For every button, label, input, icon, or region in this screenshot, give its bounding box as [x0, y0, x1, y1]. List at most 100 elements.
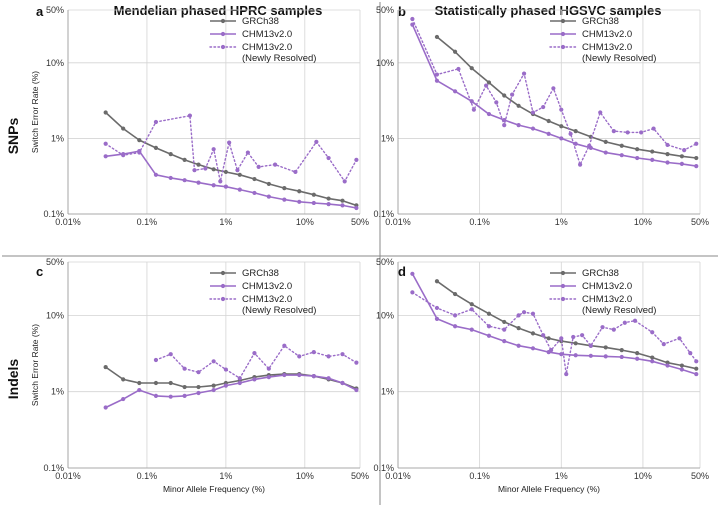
data-point	[182, 393, 187, 399]
data-point	[282, 197, 287, 202]
data-point	[530, 311, 536, 316]
x-tick-label: 50%	[691, 217, 709, 227]
data-point	[196, 390, 201, 396]
legend-marker	[220, 18, 226, 24]
legend: GRCh38 CHM13v2.0 CHM13v2.0 (Newly Resolved)	[549, 16, 656, 64]
data-point	[103, 141, 108, 146]
data-point	[694, 371, 699, 377]
data-point	[311, 200, 316, 206]
data-point	[196, 162, 201, 167]
x-tick-label: 0.1%	[137, 217, 158, 227]
data-point	[530, 110, 536, 115]
y-tick-label: 0.1%	[373, 209, 394, 219]
data-point	[502, 93, 507, 98]
data-point	[153, 119, 159, 125]
series-grch38	[434, 34, 699, 161]
data-point	[340, 380, 345, 386]
data-point	[103, 405, 108, 410]
data-point	[611, 128, 616, 134]
data-point	[603, 345, 608, 350]
series-chm13v2-0-newly-resolved-	[153, 343, 359, 381]
data-point	[580, 333, 585, 338]
data-point	[293, 169, 298, 175]
data-point	[168, 394, 173, 399]
data-point	[282, 372, 287, 378]
data-point	[502, 123, 507, 128]
data-point	[603, 139, 608, 144]
data-point	[679, 154, 684, 159]
data-point	[297, 199, 302, 204]
data-point	[434, 305, 440, 311]
y-tick-label: 10%	[46, 310, 64, 320]
data-point	[516, 326, 521, 331]
data-point	[182, 178, 187, 183]
series-chm13v2-0-newly-resolved-	[410, 16, 699, 167]
data-point	[559, 136, 564, 141]
data-point	[237, 187, 242, 192]
y-tick-label: 1%	[381, 387, 394, 397]
data-point	[326, 354, 331, 359]
legend-marker	[560, 31, 566, 37]
panel-b-hgsvc-snps: b0.01% 0.1% 1% 10% 50%0.1%1%10%50%GRCh38CHM1…	[373, 4, 709, 227]
series-line	[104, 114, 358, 183]
series-line	[105, 374, 357, 409]
data-point	[153, 357, 159, 363]
data-point	[272, 162, 278, 167]
data-point	[121, 377, 126, 382]
data-point	[340, 352, 345, 357]
data-point	[252, 190, 257, 196]
data-point	[311, 349, 316, 355]
data-point	[541, 104, 546, 110]
x-tick-label: 0.01%	[55, 471, 81, 481]
data-point	[196, 384, 201, 390]
data-point	[622, 320, 627, 325]
data-point	[486, 333, 492, 338]
data-point	[530, 126, 536, 131]
data-point	[137, 380, 142, 386]
x-tick-label: 1%	[555, 217, 568, 227]
data-point	[235, 168, 240, 173]
data-point	[326, 155, 331, 161]
data-point	[121, 126, 126, 131]
data-point	[661, 342, 666, 347]
data-point	[469, 302, 474, 307]
legend-label: CHM13v2.0	[582, 281, 632, 292]
data-point	[573, 341, 578, 346]
data-point	[410, 290, 415, 295]
x-tick-label: 1%	[219, 217, 232, 227]
y-tick-label: 1%	[51, 133, 64, 143]
data-point	[223, 367, 228, 372]
data-point	[682, 148, 687, 153]
x-tick-label: 0.01%	[385, 217, 411, 227]
data-point	[137, 150, 142, 155]
data-point	[546, 336, 551, 341]
data-point	[223, 383, 228, 388]
data-point	[121, 396, 126, 402]
data-point	[650, 330, 655, 335]
data-point	[434, 316, 440, 321]
legend-marker	[220, 270, 226, 276]
data-point	[297, 372, 302, 378]
legend-label: GRCh38	[242, 268, 279, 279]
data-point	[588, 353, 593, 358]
y-tick-label: 0.1%	[373, 463, 394, 473]
legend-label: CHM13v2.0 (Newly Resolved)	[242, 42, 316, 64]
data-point	[665, 360, 670, 365]
data-point	[182, 157, 187, 162]
data-point	[168, 380, 173, 386]
data-point	[635, 155, 640, 161]
series-line	[411, 18, 697, 166]
y-axis-label: Switch Error Rate (%)	[30, 324, 40, 406]
data-point	[694, 164, 699, 169]
data-point	[266, 366, 271, 371]
data-point	[237, 380, 242, 386]
data-point	[223, 169, 228, 175]
data-point	[486, 311, 492, 316]
legend-label: CHM13v2.0 (Newly Resolved)	[582, 42, 656, 64]
legend-label: CHM13v2.0	[582, 29, 632, 40]
x-tick-label: 50%	[351, 217, 369, 227]
data-point	[516, 343, 521, 348]
data-point	[679, 367, 684, 372]
legend: GRCh38 CHM13v2.0 CHM13v2.0 (Newly Resolved)	[209, 268, 316, 316]
